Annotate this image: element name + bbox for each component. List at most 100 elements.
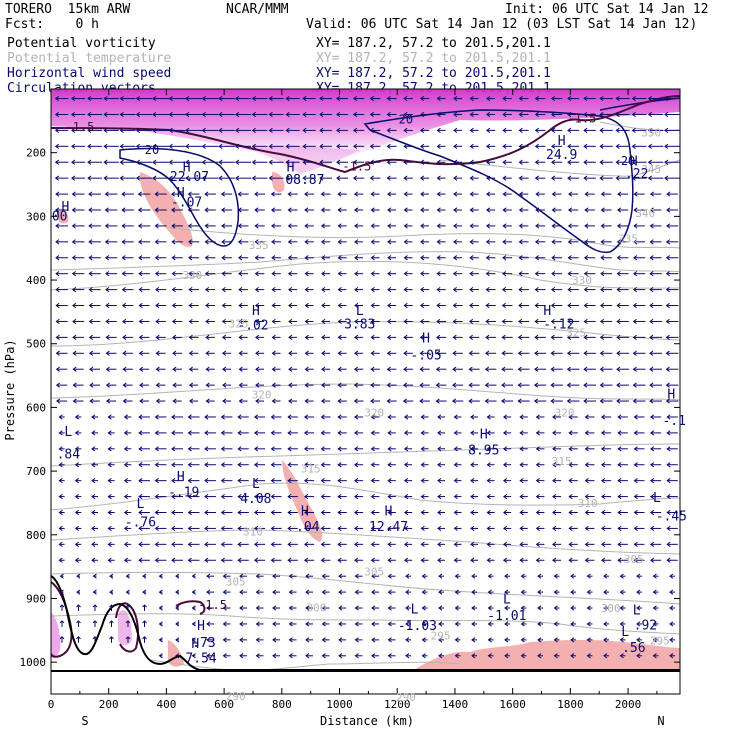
wind-vector-head <box>649 223 654 229</box>
wind-vector-head <box>237 223 242 229</box>
wind-vector-head <box>420 239 425 245</box>
wind-vector-head <box>220 446 225 452</box>
wind-vector-head <box>287 446 292 452</box>
wind-vector-head <box>109 573 114 579</box>
wind-vector-head <box>486 557 491 563</box>
wind-vector-head <box>615 143 620 149</box>
wind-vector-head <box>519 462 524 468</box>
wind-vector-head <box>370 462 375 468</box>
wind-vector-head <box>632 271 638 277</box>
wind-vector-head <box>287 207 292 213</box>
wind-vector-head <box>371 589 376 595</box>
extremum-value: .56 <box>622 641 645 656</box>
wind-vector-head <box>138 302 143 309</box>
wind-vector-head <box>287 414 292 420</box>
wind-vector-head <box>633 255 638 261</box>
wind-vector-head <box>403 366 408 372</box>
wind-vector-head <box>552 541 557 547</box>
extremum-value: 24.9 <box>546 148 577 163</box>
wind-vector-head <box>420 541 425 547</box>
wind-vector-head <box>154 271 160 277</box>
wind-vector-head <box>652 621 657 627</box>
high-marker: H <box>422 331 430 346</box>
wind-vector-head <box>405 637 410 643</box>
wind-vector-head <box>636 653 641 659</box>
high-marker: H <box>287 161 295 176</box>
wind-vector-head <box>584 541 589 547</box>
wind-vector-head <box>420 95 425 102</box>
wind-vector-head <box>387 271 392 277</box>
wind-vector-head <box>187 462 192 468</box>
wind-vector-head <box>486 493 491 500</box>
wind-vector-head <box>235 143 240 149</box>
wind-vector-head <box>88 255 93 261</box>
wind-vector-head <box>453 462 458 468</box>
wind-vector-head <box>175 621 180 627</box>
wind-vector-head <box>206 653 211 659</box>
wind-vector-head <box>534 111 539 118</box>
wind-vector-head <box>371 621 376 627</box>
wind-vector-head <box>370 525 375 532</box>
wind-vector-head <box>105 382 111 388</box>
wind-vector-head <box>647 95 652 102</box>
wind-vector-head <box>255 589 260 595</box>
wind-vector-head <box>205 318 210 325</box>
wind-vector-head <box>501 398 506 404</box>
wind-vector-head <box>303 509 309 516</box>
wind-vector-head <box>535 509 540 516</box>
wind-vector-head <box>502 255 507 261</box>
wind-vector-head <box>454 653 459 659</box>
wind-vector-head <box>103 95 108 102</box>
wind-vector-head <box>302 159 307 165</box>
wind-vector-head <box>271 223 276 229</box>
wind-vector-head <box>158 621 163 627</box>
wind-vector-head <box>288 366 293 372</box>
wind-vector-head <box>321 271 326 277</box>
wind-vector-head <box>142 604 147 608</box>
wind-vector-head <box>185 175 190 181</box>
wind-vector-head <box>552 557 557 563</box>
wind-vector-head <box>535 446 540 452</box>
wind-contour-label: 20 <box>621 154 635 168</box>
wind-vector-head <box>534 143 539 149</box>
wind-vector-head <box>370 509 375 516</box>
wind-vector-head <box>535 414 540 420</box>
wind-vector-head <box>354 318 359 325</box>
wind-vector-head <box>253 446 259 452</box>
wind-vector-head <box>205 350 210 356</box>
wind-vector-head <box>272 653 277 659</box>
wind-vector-head <box>649 382 654 388</box>
wind-vector-head <box>567 127 572 133</box>
wind-vector-head <box>220 414 225 420</box>
pv-low-shading-mid <box>118 610 132 646</box>
wind-vector-head <box>88 271 93 277</box>
wind-vector-head <box>617 493 622 500</box>
wind-vector-head <box>337 430 342 436</box>
wind-vector-head <box>88 318 93 325</box>
wind-vector-head <box>58 525 63 532</box>
wind-vector-head <box>352 127 358 133</box>
wind-vector-head <box>502 159 507 165</box>
wind-vector-head <box>87 143 92 149</box>
wind-vector-head <box>664 143 669 149</box>
wind-vector-head <box>469 287 474 293</box>
wind-vector-head <box>503 446 508 452</box>
wind-vector-head <box>91 446 96 452</box>
wind-vector-head <box>303 525 309 532</box>
wind-vector-head <box>123 525 129 532</box>
wind-vector-head <box>319 127 324 133</box>
wind-vector-head <box>453 127 458 133</box>
wind-vector-head <box>88 223 93 229</box>
high-marker: H <box>630 154 638 169</box>
wind-vector-head <box>154 493 159 500</box>
wind-vector-head <box>486 95 491 102</box>
wind-vector-head <box>272 637 277 643</box>
wind-vector-head <box>76 636 81 640</box>
wind-vector-head <box>154 207 159 213</box>
wind-vector-head <box>205 398 210 404</box>
wind-vector-head <box>320 541 325 547</box>
wind-vector-head <box>255 382 260 388</box>
wind-vector-head <box>239 637 244 643</box>
wind-vector-head <box>535 430 540 436</box>
wind-vector-head <box>518 271 523 277</box>
